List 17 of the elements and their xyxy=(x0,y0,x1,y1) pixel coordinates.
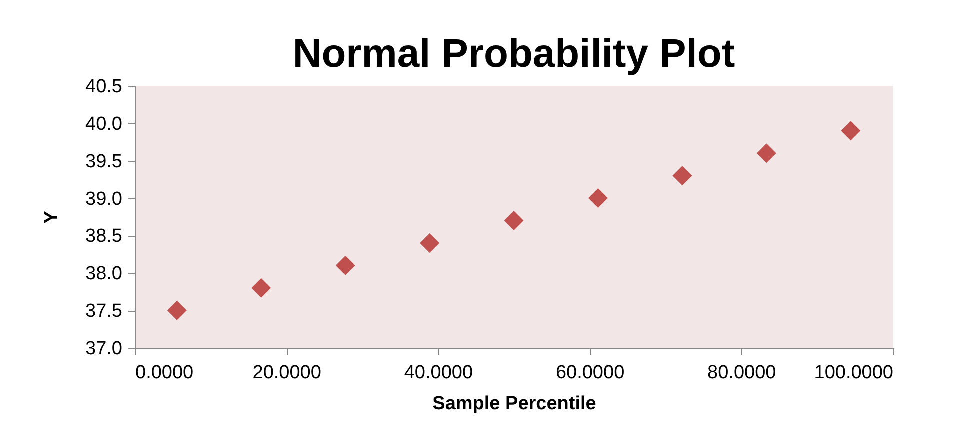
x-tick-label: 40.0000 xyxy=(404,362,474,384)
y-tick-label: 38.5 xyxy=(86,226,122,248)
x-axis-title: Sample Percentile xyxy=(432,394,596,414)
y-axis-title: Y xyxy=(42,210,63,224)
x-tick-label: 100.0000 xyxy=(814,362,894,384)
y-tick-label: 40.0 xyxy=(86,114,122,135)
y-tick-label: 37.0 xyxy=(86,338,122,360)
y-tick-label: 39.0 xyxy=(86,188,122,210)
x-tick-label: 60.0000 xyxy=(556,362,625,384)
y-tick-label: 37.5 xyxy=(86,301,122,322)
y-tick-label: 40.5 xyxy=(86,76,122,98)
x-tick-label: 80.0000 xyxy=(708,362,776,384)
x-tick-label: 20.0000 xyxy=(252,362,322,384)
x-tick-label: 0.0000 xyxy=(136,362,194,384)
chart-title: Normal Probability Plot xyxy=(292,32,736,76)
y-tick-label: 38.0 xyxy=(86,264,122,285)
y-tick-label: 39.5 xyxy=(86,151,122,172)
